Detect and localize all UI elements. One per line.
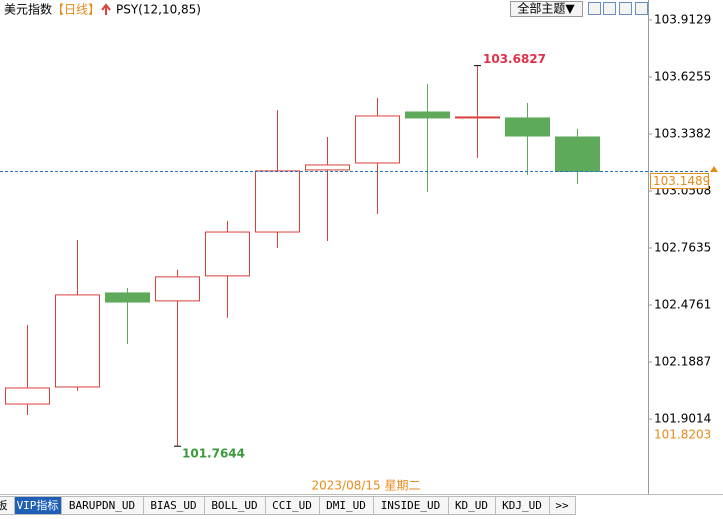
candle-body — [5, 387, 50, 405]
candle-body — [155, 276, 200, 302]
tab-label[interactable]: BARUPDN_UD — [69, 499, 135, 512]
chart-title: 美元指数 — [4, 2, 52, 17]
candle-body — [205, 231, 250, 277]
icon-button[interactable] — [588, 2, 601, 15]
high-label: 103.6827 — [483, 52, 546, 66]
candle-body — [405, 111, 450, 119]
y-tick-label: 103.6255 — [654, 69, 711, 83]
candle-body — [505, 117, 550, 137]
x-axis-label: 2023/08/15 星期二 — [312, 479, 421, 493]
icon-button[interactable] — [603, 2, 616, 15]
candle-body — [305, 164, 350, 171]
icon-button[interactable] — [635, 2, 648, 15]
tab-label[interactable]: VIP指标 — [17, 498, 59, 512]
candle-body — [355, 115, 400, 164]
candle-body — [255, 170, 300, 233]
tab-label[interactable]: >> — [555, 499, 569, 512]
candle-body — [455, 116, 500, 119]
icon-button[interactable] — [619, 2, 632, 15]
tab-label[interactable]: DMI_UD — [326, 499, 366, 512]
low-label: 101.7644 — [182, 447, 245, 461]
price-arrow — [710, 166, 718, 172]
last-price-label: 103.1489 — [653, 174, 710, 188]
toolbar-icons — [588, 2, 648, 15]
candle-body — [105, 292, 150, 303]
y-tick-label: 101.9014 — [654, 412, 711, 426]
candle-body — [555, 136, 600, 173]
y-tick-label: 102.7635 — [654, 240, 711, 254]
tab-label[interactable]: KDJ_UD — [502, 499, 542, 512]
period-label: 【日线】 — [52, 3, 100, 17]
tab-label[interactable]: KD_UD — [455, 499, 488, 512]
theme-button-label[interactable]: 全部主题▼ — [517, 1, 575, 16]
y-tick-label: 102.4761 — [654, 298, 711, 312]
cursor-value-label: 101.8203 — [654, 428, 711, 442]
y-tick-label: 103.3382 — [654, 126, 711, 140]
tab-label[interactable]: 板 — [0, 498, 8, 512]
y-tick-label: 103.9129 — [654, 12, 711, 26]
tab[interactable] — [549, 496, 576, 515]
candle-body — [55, 294, 100, 388]
indicator-label: PSY(12,10,85) — [116, 3, 201, 17]
tab-label[interactable]: CCI_UD — [272, 499, 312, 512]
tab-label[interactable]: BIAS_UD — [150, 499, 196, 512]
indicator-icon — [101, 3, 111, 15]
tab-label[interactable]: BOLL_UD — [211, 499, 257, 512]
y-tick-label: 102.1887 — [654, 355, 711, 369]
last-price-box — [650, 173, 709, 190]
tab-label[interactable]: INSIDE_UD — [381, 499, 441, 512]
theme-button[interactable] — [510, 1, 583, 17]
